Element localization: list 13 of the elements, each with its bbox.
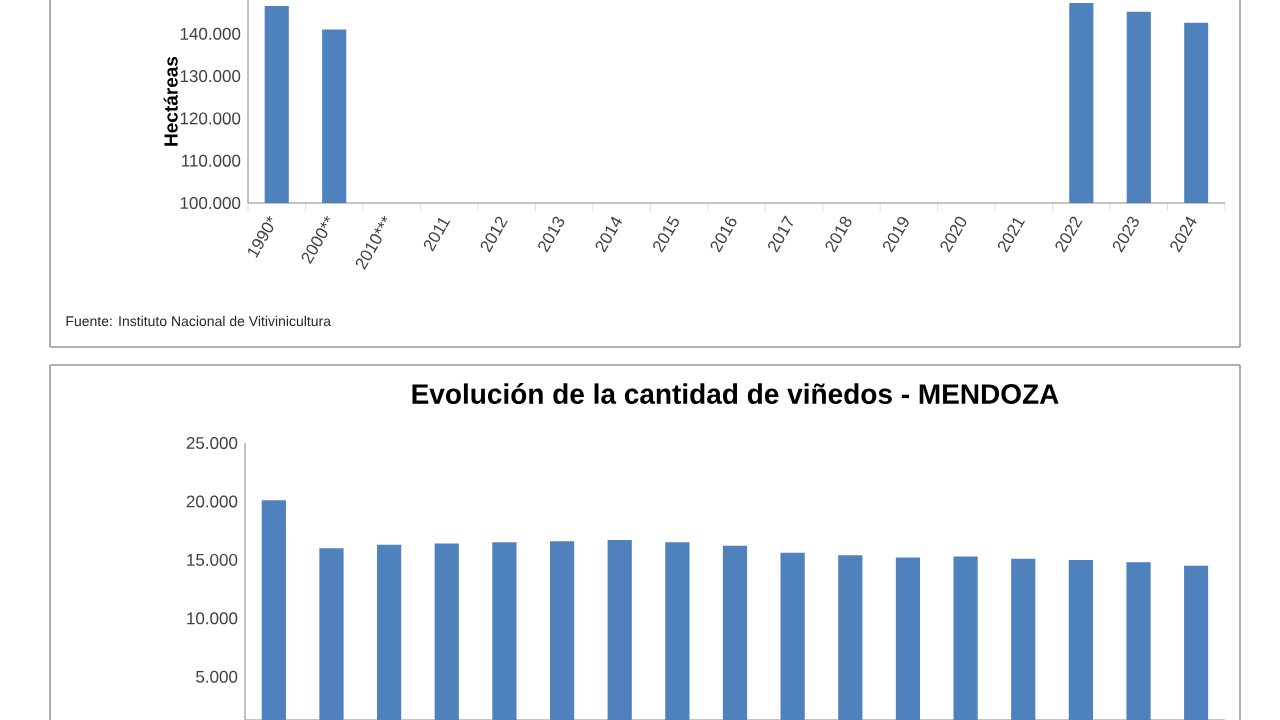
y-tick-label: 120.000 [180, 112, 241, 125]
y-tick-label: 20.000 [186, 495, 238, 508]
y-tick-label: 140.000 [180, 27, 241, 40]
chart-title: Evolución de la cantidad de viñedos - MENDOZA [412, 383, 1059, 404]
y-tick-label: 5.000 [196, 670, 238, 683]
y-tick-label: 25.000 [186, 437, 238, 450]
y-tick-label: 130.000 [180, 70, 241, 83]
y-tick-label: 110.000 [182, 154, 241, 167]
source-note: Fuente: Instituto Nacional de Vitivinicultura [66, 315, 331, 327]
y-tick-label: 100.000 [180, 197, 241, 210]
y-tick-label: 15.000 [187, 553, 238, 566]
y-axis-title: Hectáreas [163, 56, 178, 146]
y-tick-label: 10.000 [187, 612, 238, 625]
